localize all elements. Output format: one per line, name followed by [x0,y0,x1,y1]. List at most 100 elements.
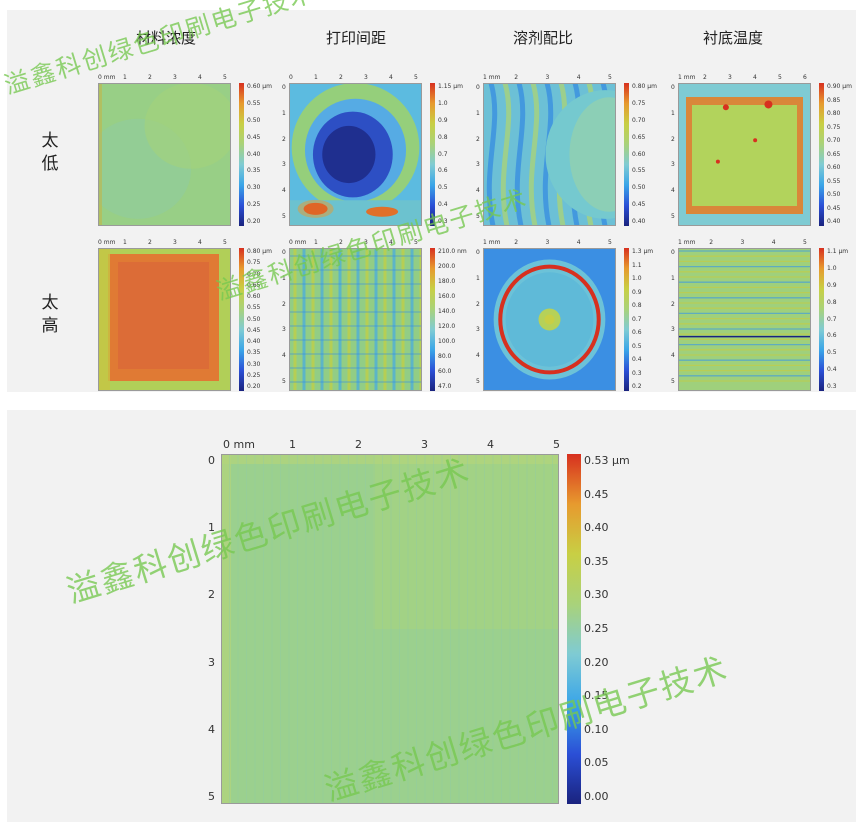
row-label-too-low: 太低 [41,131,59,174]
colorbar-tick-label: 0.45 [247,133,261,141]
thickness-heatmap [678,83,824,226]
colorbar-tick-label: 200.0 [438,263,456,270]
heatmap-stripe [528,83,540,226]
colorbar [567,454,581,804]
colorbar [430,248,435,391]
heatmap-frame [289,83,422,226]
x-tick-label: 0 [289,74,293,81]
heatmap-field [289,248,422,391]
x-tick-label: 1 mm [678,239,696,246]
colorbar-tick-label: 0.00 [584,790,609,803]
colorbar-tick-label: 1.0 [632,275,642,282]
colorbar-tick-label: 0.35 [584,554,609,568]
heatmap-field [98,248,231,391]
colorbar-tick-label: 0.4 [827,366,837,374]
colorbar-tick-label: 0.75 [827,123,841,131]
y-tick-label: 0 [671,84,675,91]
heatmap-region [753,138,758,143]
colorbar-tick-label: 0.30 [247,360,261,368]
heatmap-region [221,454,559,464]
heatmap-field [221,454,559,804]
x-tick-label: 5 [553,438,560,451]
y-tick-label: 3 [282,161,286,169]
x-tick-label: 5 [608,239,612,246]
heatmap-field [483,248,616,391]
heatmap-field [98,83,231,226]
colorbar-tick-label: 0.05 [584,756,609,770]
heatmap-region [692,105,797,206]
y-tick-label: 4 [671,352,675,360]
heatmap-field [678,248,811,391]
colorbar-tick-label: 0.80 µm [247,248,272,255]
column-header-solvent-ratio: 溶剂配比 [513,29,574,47]
colorbar-tick-label: 0.3 [827,383,837,390]
colorbar-tick-label: 0.50 [827,191,841,198]
colorbar-tick-label: 0.35 [247,349,261,357]
colorbar-tick-label: 100.0 [438,338,456,345]
x-tick-label: 2 [514,239,519,246]
colorbar-tick-label: 1.1 µm [827,248,849,255]
colorbar-tick-label: 0.15 [584,689,609,703]
x-tick-label: 4 [576,239,581,246]
thickness-heatmap [483,248,629,391]
colorbar-tick-label: 1.0 [438,99,448,107]
colorbar-tick-label: 0.45 [827,204,841,212]
x-tick-label: 4 [198,239,202,246]
y-tick-label: 1 [476,274,480,282]
heatmap-frame [98,248,231,391]
x-tick-label: 1 mm [678,74,696,81]
colorbar-tick-label: 0.7 [632,315,642,323]
colorbar-tick-label: 0.90 µm [827,83,852,90]
colorbar-tick-label: 210.0 nm [438,248,467,255]
y-tick-label: 3 [476,161,480,169]
colorbar-tick-label: 140.0 [438,308,456,315]
x-tick-label: 2 [339,239,343,246]
colorbar-tick-label: 0.6 [632,329,642,336]
heatmap-region [722,104,729,111]
y-tick-label: 4 [476,352,480,360]
y-tick-label: 1 [282,109,286,117]
colorbar-tick-label: 0.5 [438,184,448,192]
colorbar-tick-label: 0.25 [247,371,261,379]
heatmap-frame [678,248,811,391]
colorbar-tick-label: 0.20 [584,655,609,669]
colorbar-tick-label: 0.30 [247,184,261,192]
y-tick-label: 5 [208,790,215,803]
colorbar [239,83,244,226]
x-tick-label: 1 [314,74,318,81]
colorbar-tick-label: 1.3 µm [632,248,654,255]
colorbar-tick-label: 0.6 [827,332,837,340]
colorbar-tick-label: 0.45 [632,201,646,209]
thickness-heatmap [483,83,629,226]
heatmap-region [118,262,209,369]
x-tick-label: 4 [389,74,393,81]
heatmap-region [98,83,102,226]
colorbar-tick-label: 0.20 [247,218,261,225]
colorbar-tick-label: 60.0 [438,368,452,375]
thickness-heatmap [289,83,435,226]
y-tick-label: 3 [671,161,675,169]
colorbar [819,83,824,226]
colorbar-tick-label: 0.55 [247,304,261,312]
heatmap-region [297,199,334,218]
colorbar-tick-label: 0.45 [247,326,261,334]
colorbar-tick-label: 1.1 [632,261,642,269]
thickness-heatmap [289,248,435,391]
colorbar-tick-label: 0.3 [438,218,448,225]
x-tick-label: 2 [514,74,519,81]
x-tick-label: 3 [545,74,550,81]
colorbar-tick-label: 0.40 [247,150,261,158]
colorbar-tick-label: 0.85 [827,96,841,104]
colorbar-tick-label: 180.0 [438,278,456,285]
heatmap-frame [678,83,811,226]
x-tick-label: 4 [198,74,202,81]
x-tick-label: 4 [389,239,393,246]
x-tick-label: 3 [545,239,550,246]
heatmap-region [764,100,773,109]
x-tick-label: 4 [753,74,757,81]
colorbar-tick-label: 0.65 [827,150,841,158]
heatmap-stripe [500,83,512,226]
heatmap-frame [483,248,616,391]
x-tick-label: 3 [364,74,368,81]
colorbar-tick-label: 0.7 [827,315,837,323]
